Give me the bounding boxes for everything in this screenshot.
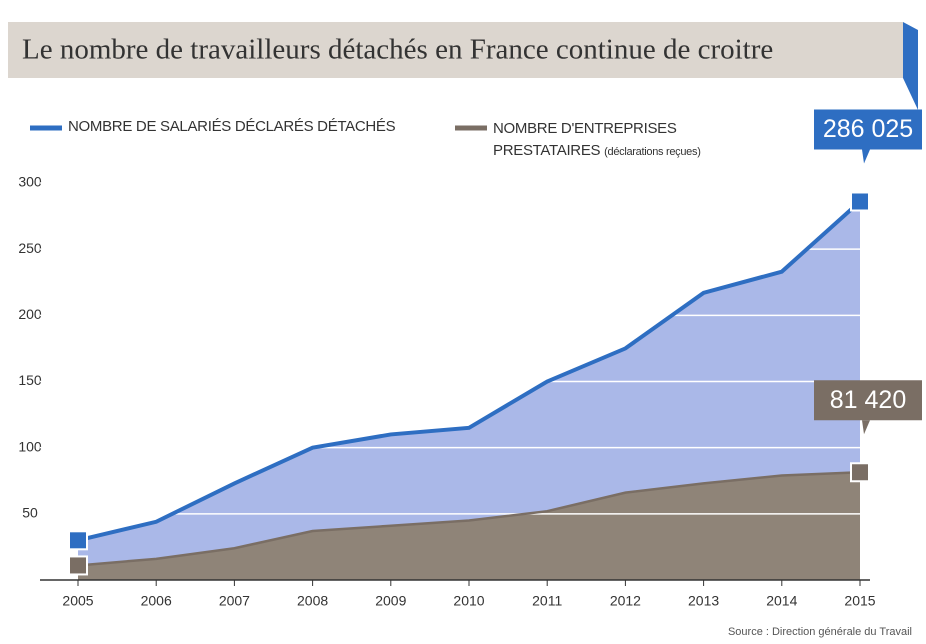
- y-tick-label: 100: [18, 438, 42, 454]
- legend-label: NOMBRE DE SALARIÉS DÉCLARÉS DÉTACHÉS: [68, 118, 396, 135]
- x-tick-label: 2009: [375, 593, 406, 609]
- marker: [850, 191, 870, 212]
- x-tick-label: 2008: [297, 593, 328, 609]
- source: Source : Direction générale du Travail: [728, 626, 912, 638]
- x-tick-label: 2007: [219, 593, 250, 609]
- x-tick-label: 2011: [532, 593, 562, 609]
- x-tick-label: 2013: [688, 593, 719, 609]
- y-tick-label: 300: [18, 174, 42, 190]
- y-tick-label: 250: [18, 240, 42, 256]
- legend-label: NOMBRE D'ENTREPRISES PRESTATAIRES (décla…: [493, 118, 753, 163]
- callout-pointer: [862, 420, 870, 435]
- value-label: 286 025: [823, 115, 913, 143]
- marker: [68, 530, 88, 551]
- line: [77, 200, 862, 543]
- x-tick-label: 2014: [766, 593, 797, 609]
- x-tick-label: 2006: [141, 593, 172, 609]
- title-bar: [8, 22, 903, 78]
- marker: [850, 462, 870, 483]
- line: [77, 471, 861, 567]
- corner-tab: [903, 22, 918, 110]
- value-label: 81 420: [830, 386, 906, 414]
- callout-box: [814, 380, 922, 421]
- y-tick-label: 200: [18, 306, 42, 322]
- legend-label: NOMBRE D'ENTREPRISES PRESTATAIRES: [493, 120, 677, 159]
- x-tick-label: 2005: [62, 593, 93, 609]
- legend-note: (déclarations reçues): [604, 146, 701, 158]
- y-tick-label: 150: [18, 372, 42, 388]
- area: [78, 201, 860, 580]
- marker: [68, 555, 88, 576]
- area: [78, 472, 860, 580]
- callout-box: [814, 109, 922, 150]
- y-tick-label: 50: [22, 505, 38, 521]
- x-tick-label: 2015: [844, 593, 875, 609]
- callout-pointer: [862, 149, 870, 164]
- x-tick-label: 2012: [610, 593, 641, 609]
- x-tick-label: 2010: [453, 593, 484, 609]
- chart-title: Le nombre de travailleurs détachés en Fr…: [22, 34, 773, 66]
